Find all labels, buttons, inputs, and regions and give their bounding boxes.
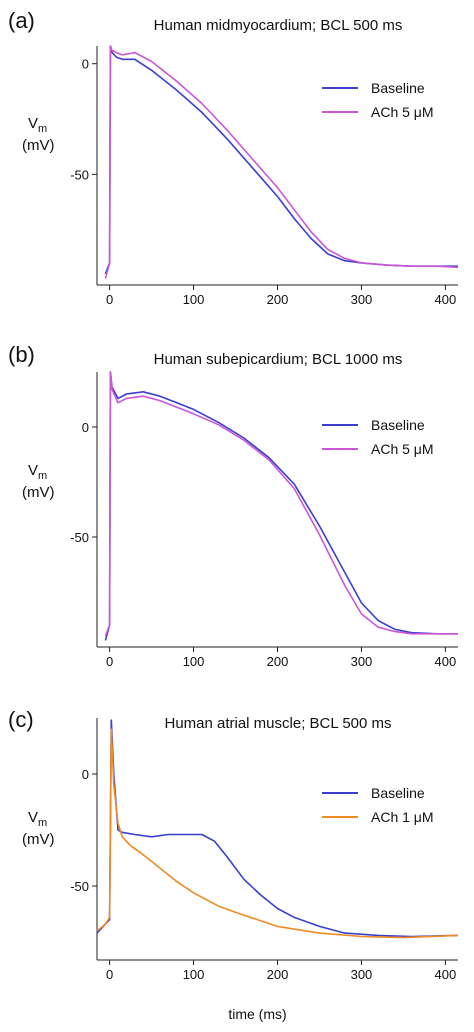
y-tick-label: -50 [70, 879, 89, 894]
series-line-ach [104, 371, 458, 637]
y-axis-label-subscript: m [38, 123, 47, 135]
legend-label: Baseline [371, 417, 425, 433]
panel-label: (c) [8, 707, 34, 732]
series-line-baseline [96, 719, 459, 938]
chart-title: Human atrial muscle; BCL 500 ms [164, 715, 391, 732]
x-tick-label: 0 [106, 654, 113, 669]
legend-label: ACh 1 μM [371, 809, 434, 825]
series-line-baseline [104, 371, 458, 641]
panel-label: (a) [8, 8, 35, 33]
x-tick-label: 100 [183, 654, 205, 669]
chart-title: Human subepicardium; BCL 1000 ms [154, 351, 403, 368]
x-tick-label: 300 [351, 654, 373, 669]
x-tick-label: 400 [435, 654, 457, 669]
y-axis-label-symbol: V [28, 809, 38, 826]
x-tick-label: 400 [435, 967, 457, 982]
y-axis-label-subscript: m [38, 817, 47, 829]
x-tick-label: 0 [106, 967, 113, 982]
y-tick-label: 0 [82, 767, 89, 782]
series-line-ach [104, 45, 459, 279]
y-axis-label-symbol: V [28, 115, 38, 132]
y-axis-label: Vm [28, 462, 47, 482]
chart-panel-b: (b) Human subepicardium; BCL 1000 ms 0 100 2… [8, 342, 458, 669]
y-axis-label-subscript: m [38, 470, 47, 482]
x-tick-label: 400 [435, 292, 457, 307]
x-tick-label: 300 [351, 967, 373, 982]
legend: Baseline ACh 5 μM [322, 80, 434, 120]
x-tick-label: 0 [106, 292, 113, 307]
y-axis-label-symbol: V [28, 462, 38, 479]
legend-label: Baseline [371, 785, 425, 801]
x-tick-label: 200 [267, 967, 289, 982]
x-tick-label: 200 [267, 654, 289, 669]
x-tick-label: 100 [183, 292, 205, 307]
y-tick-label: -50 [70, 167, 89, 182]
y-axis-label: Vm [28, 809, 47, 829]
y-tick-label: 0 [82, 57, 89, 72]
legend: Baseline ACh 5 μM [322, 417, 434, 457]
legend-label: Baseline [371, 80, 425, 96]
x-tick-label: 300 [351, 292, 373, 307]
legend: Baseline ACh 1 μM [322, 785, 434, 825]
x-tick-label: 200 [267, 292, 289, 307]
legend-label: ACh 5 μM [371, 441, 434, 457]
chart-title: Human midmyocardium; BCL 500 ms [154, 17, 403, 34]
y-axis-unit: (mV) [22, 831, 55, 848]
y-axis-unit: (mV) [22, 137, 55, 154]
y-axis-label: Vm [28, 115, 47, 135]
series-line-ach [96, 728, 459, 939]
legend-label: ACh 5 μM [371, 104, 434, 120]
y-axis-unit: (mV) [22, 484, 55, 501]
chart-panel-a: (a) Human midmyocardium; BCL 500 ms 0 100 20… [8, 8, 459, 307]
x-tick-label: 100 [183, 967, 205, 982]
y-tick-label: -50 [70, 530, 89, 545]
y-tick-label: 0 [82, 420, 89, 435]
panel-label: (b) [8, 342, 35, 367]
chart-panel-c: (c) Human atrial muscle; BCL 500 ms 0 100 20… [8, 707, 459, 1022]
x-axis-label: time (ms) [228, 1006, 286, 1022]
